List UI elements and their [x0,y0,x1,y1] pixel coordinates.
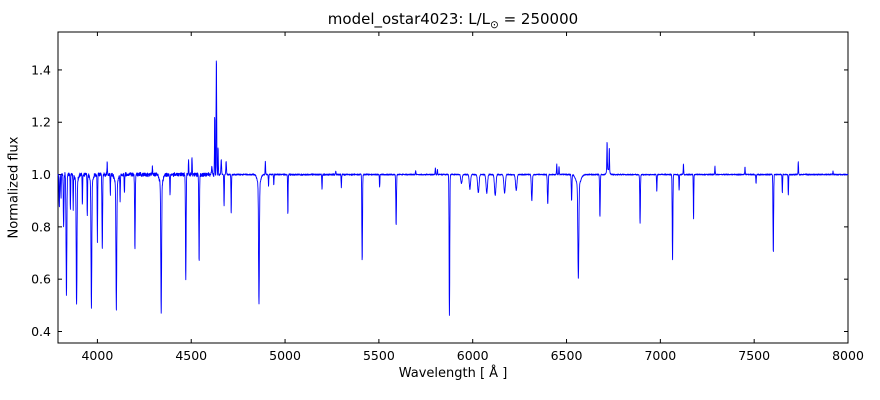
y-tick-label: 1.0 [31,167,51,182]
x-tick-label: 6000 [457,348,489,363]
y-tick-label: 0.6 [31,272,51,287]
x-tick-label: 5500 [363,348,395,363]
x-tick-label: 7000 [644,348,676,363]
plot-border [57,31,849,344]
sun-symbol: ⊙ [490,19,499,31]
x-tick-label: 6500 [551,348,583,363]
y-axis-label: Normalized flux [6,136,22,239]
chart-title-text: model_ostar4023: L/L [327,10,490,28]
spectrum-line [57,60,849,316]
x-tick-label: 4000 [81,348,113,363]
y-tick-label: 0.4 [31,324,51,339]
chart-title: model_ostar4023: L/L⊙ = 250000 [58,10,848,31]
x-tick-label: 5000 [269,348,301,363]
x-axis-label: Wavelength [ Å ] [398,366,508,381]
y-tick-label: 0.8 [31,219,51,234]
x-tick-label: 4500 [175,348,207,363]
x-tick-label: 7500 [738,348,770,363]
x-tick-label: 8000 [832,348,864,363]
y-tick-label: 1.4 [31,62,51,77]
chart-title-value: = 250000 [498,10,579,28]
y-tick-label: 1.2 [31,115,51,130]
